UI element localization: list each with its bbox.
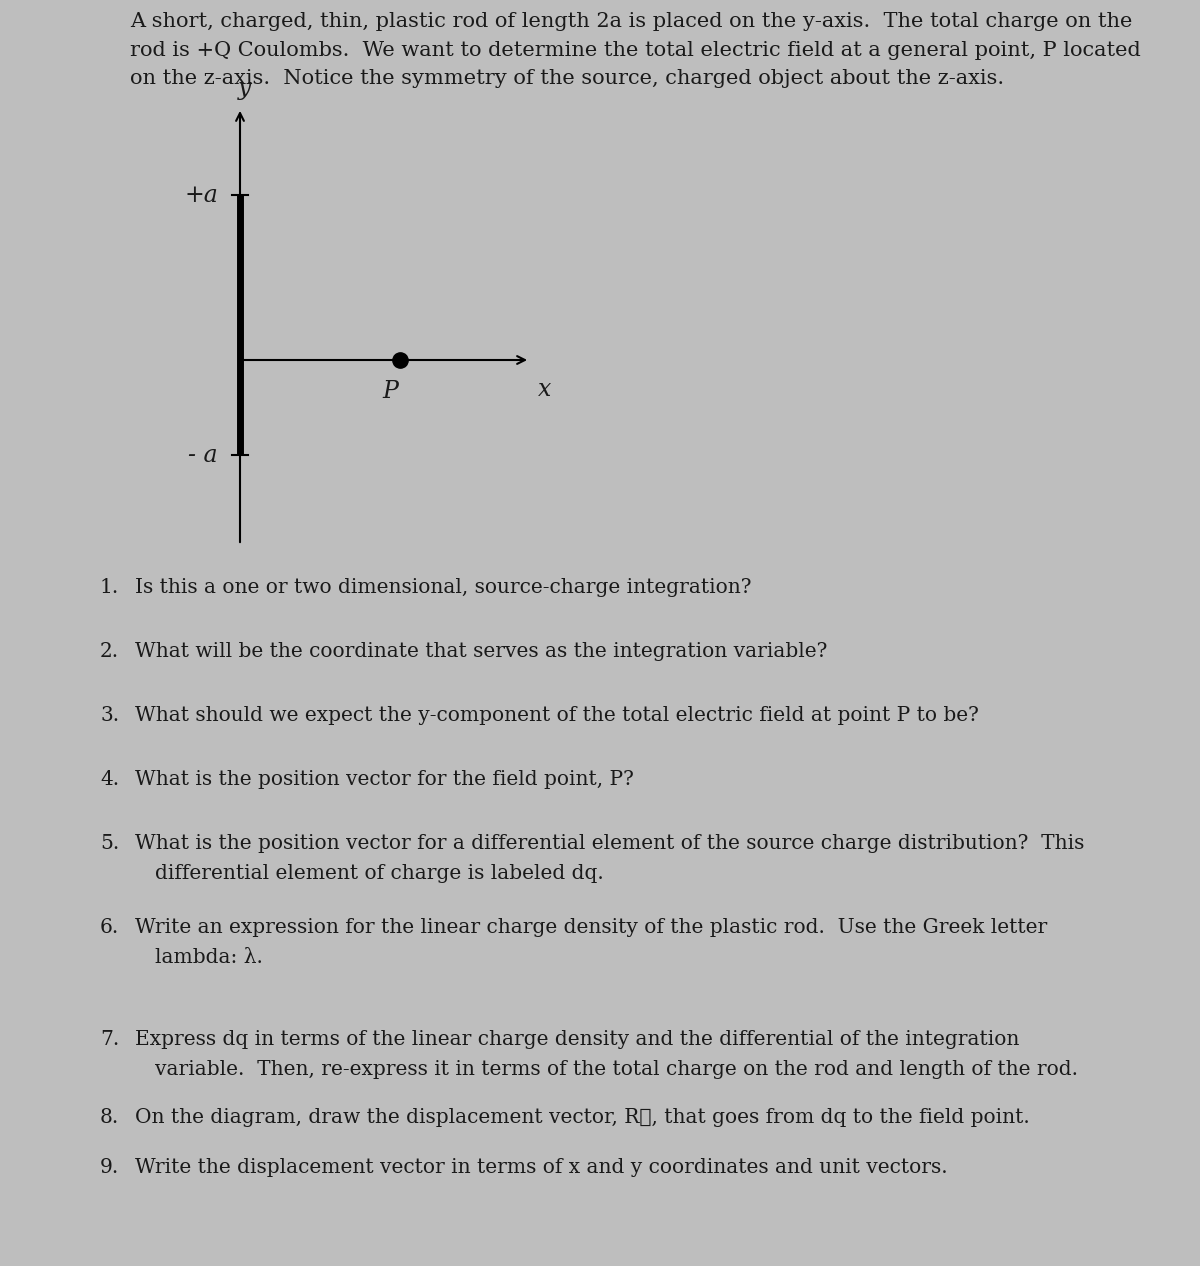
Text: 3.: 3. <box>100 706 119 725</box>
Text: 2.: 2. <box>100 642 119 661</box>
Text: 6.: 6. <box>100 918 119 937</box>
Text: 8.: 8. <box>100 1108 119 1127</box>
Text: +a: +a <box>184 184 218 206</box>
Text: Write the displacement vector in terms of x and y coordinates and unit vectors.: Write the displacement vector in terms o… <box>134 1158 948 1177</box>
Text: A short, charged, thin, plastic rod of length 2a is placed on the y-axis.  The t: A short, charged, thin, plastic rod of l… <box>130 11 1141 89</box>
Text: Write an expression for the linear charge density of the plastic rod.  Use the G: Write an expression for the linear charg… <box>134 918 1048 937</box>
Text: Is this a one or two dimensional, source-charge integration?: Is this a one or two dimensional, source… <box>134 579 751 598</box>
Text: Express dq in terms of the linear charge density and the differential of the int: Express dq in terms of the linear charge… <box>134 1031 1019 1050</box>
Text: differential element of charge is labeled dq.: differential element of charge is labele… <box>155 863 604 882</box>
Text: What is the position vector for a differential element of the source charge dist: What is the position vector for a differ… <box>134 834 1085 853</box>
Text: What will be the coordinate that serves as the integration variable?: What will be the coordinate that serves … <box>134 642 827 661</box>
Text: x: x <box>538 379 551 401</box>
Text: lambda: λ.: lambda: λ. <box>155 948 263 967</box>
Text: 4.: 4. <box>100 770 119 789</box>
Text: - a: - a <box>188 443 218 466</box>
Text: 7.: 7. <box>100 1031 119 1050</box>
Text: P: P <box>382 380 398 403</box>
Text: 5.: 5. <box>100 834 119 853</box>
Text: variable.  Then, re-express it in terms of the total charge on the rod and lengt: variable. Then, re-express it in terms o… <box>155 1060 1078 1079</box>
Text: y: y <box>239 77 252 100</box>
Text: 9.: 9. <box>100 1158 119 1177</box>
Text: On the diagram, draw the displacement vector, R⃗, that goes from dq to the field: On the diagram, draw the displacement ve… <box>134 1108 1030 1127</box>
Text: What should we expect the y-component of the total electric field at point P to : What should we expect the y-component of… <box>134 706 979 725</box>
Text: 1.: 1. <box>100 579 119 598</box>
Text: What is the position vector for the field point, P?: What is the position vector for the fiel… <box>134 770 634 789</box>
